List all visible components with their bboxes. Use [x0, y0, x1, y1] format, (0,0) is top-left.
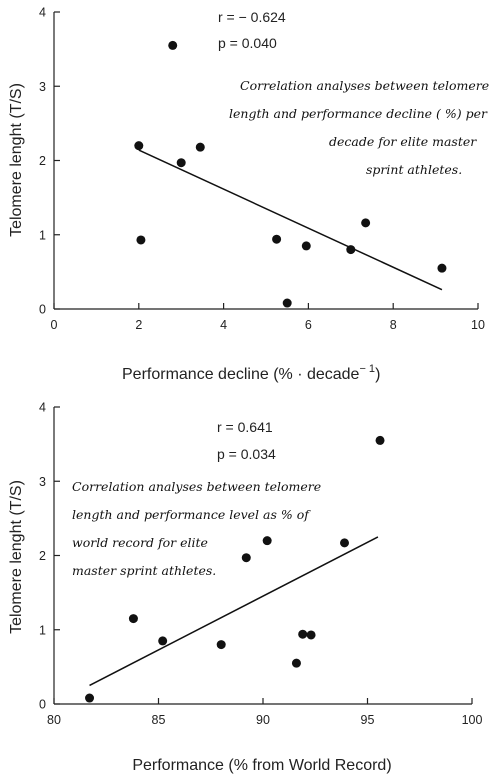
data-point — [158, 636, 168, 646]
data-point — [262, 536, 272, 546]
data-point — [136, 235, 146, 245]
r-statistic: r = − 0.624 — [218, 9, 286, 25]
y-tick-label: 1 — [39, 623, 46, 637]
x-tick-label: 6 — [305, 318, 312, 332]
y-axis-label: Telomere lenght (T/S) — [8, 480, 25, 634]
data-point — [195, 142, 205, 152]
data-point — [375, 435, 385, 445]
regression-line — [138, 149, 443, 291]
data-point — [306, 630, 316, 640]
annotation-block: r = 0.641 p = 0.034 Correlation analyses… — [72, 419, 321, 578]
y-tick-label: 3 — [39, 475, 46, 489]
annotation-line-2: length and performance decline ( %) per — [229, 106, 488, 121]
y-tick-label: 4 — [39, 401, 46, 415]
x-tick-label: 90 — [256, 713, 270, 727]
data-point — [272, 234, 282, 244]
annotation-line-1: Correlation analyses between telomere — [240, 78, 489, 93]
data-point — [437, 263, 447, 273]
annotation-line-4: master sprint athletes. — [72, 563, 216, 578]
data-point — [282, 298, 292, 308]
annotation-line-1: Correlation analyses between telomere — [72, 479, 321, 494]
y-tick-label: 0 — [39, 303, 46, 317]
data-point — [134, 141, 144, 151]
x-tick-label: 10 — [471, 318, 485, 332]
p-statistic: p = 0.040 — [218, 35, 277, 51]
data-point — [291, 658, 301, 668]
y-tick-label: 3 — [39, 80, 46, 94]
p-statistic: p = 0.034 — [217, 446, 276, 462]
annotation-line-3: world record for elite — [72, 535, 208, 550]
data-point — [301, 241, 311, 251]
data-point — [346, 245, 356, 255]
data-point — [216, 640, 226, 650]
y-tick-label: 4 — [39, 6, 46, 20]
x-tick-label: 85 — [152, 713, 166, 727]
regression-line — [89, 536, 379, 687]
data-point — [298, 629, 308, 639]
data-point — [176, 158, 186, 168]
data-point — [85, 693, 95, 703]
y-tick-label: 2 — [39, 154, 46, 168]
panel-world-record: r = 0.641 p = 0.034 Correlation analyses… — [8, 401, 482, 775]
data-point — [128, 614, 138, 624]
y-tick-label: 1 — [39, 228, 46, 242]
panel-performance-decline: r = − 0.624 p = 0.040 Correlation analys… — [8, 6, 489, 384]
x-tick-label: 95 — [361, 713, 375, 727]
x-tick-label: 4 — [220, 318, 227, 332]
annotation-block: r = − 0.624 p = 0.040 Correlation analys… — [218, 9, 489, 177]
x-tick-label: 0 — [51, 318, 58, 332]
data-point — [168, 40, 178, 50]
data-point — [361, 218, 371, 228]
data-point — [241, 553, 251, 563]
annotation-line-2: length and performance level as % of — [72, 507, 311, 522]
annotation-line-4: sprint athletes. — [366, 162, 462, 177]
x-axis-label: Performance decline (% · decade− 1) — [122, 363, 380, 383]
x-axis-label: Performance (% from World Record) — [132, 757, 391, 774]
x-tick-label: 100 — [462, 713, 483, 727]
annotation-line-3: decade for elite master — [329, 134, 477, 149]
y-tick-label: 0 — [39, 698, 46, 712]
x-tick-label: 80 — [47, 713, 61, 727]
y-tick-label: 2 — [39, 549, 46, 563]
data-point — [340, 538, 350, 548]
x-tick-label: 2 — [135, 318, 142, 332]
x-tick-label: 8 — [390, 318, 397, 332]
y-axis-label: Telomere lenght (T/S) — [8, 83, 25, 237]
r-statistic: r = 0.641 — [217, 419, 273, 435]
